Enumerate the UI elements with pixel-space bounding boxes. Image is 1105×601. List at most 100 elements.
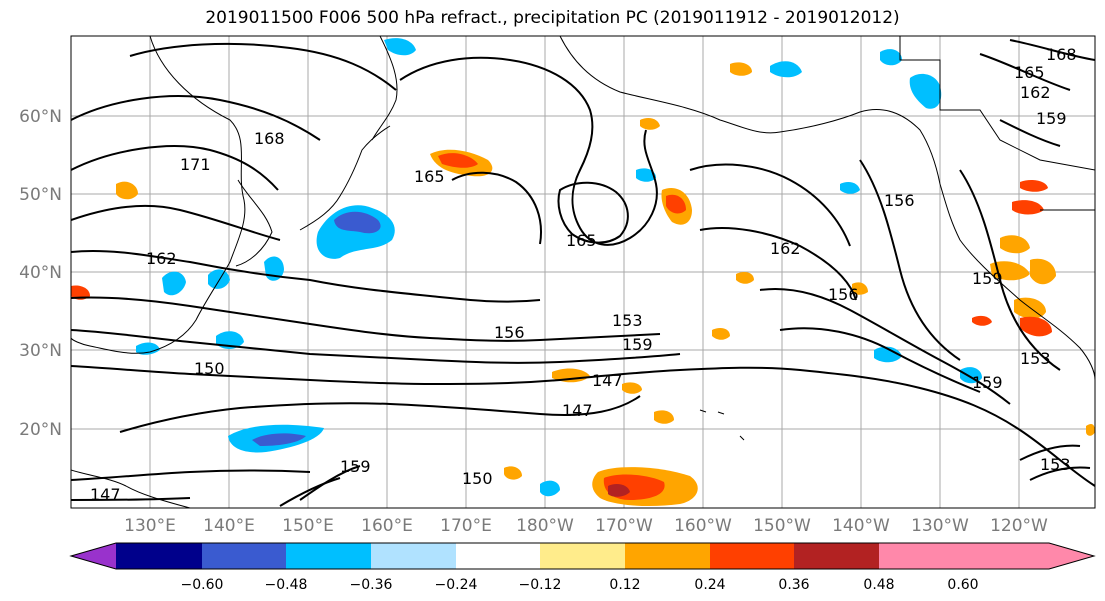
precip-blob [770, 61, 802, 78]
contour-label: 153 [612, 311, 643, 330]
precip-blob [840, 182, 860, 194]
lon-label: 160°W [674, 516, 732, 536]
precip-blob [608, 484, 630, 497]
contour-label: 165 [414, 167, 445, 186]
contour-label: 159 [972, 269, 1003, 288]
colorbar-segment [202, 543, 286, 569]
lat-label: 20°N [19, 420, 62, 440]
colorbar-tick-label: 0.60 [947, 577, 978, 593]
contour-line [71, 329, 681, 364]
precip-blob [252, 433, 306, 446]
precip-blob [736, 272, 754, 284]
lon-label: 180°W [516, 516, 574, 536]
lon-label: 150°W [753, 516, 811, 536]
precip-blob [972, 315, 992, 326]
lon-label: 140°W [832, 516, 890, 536]
contour-line [999, 119, 1061, 147]
contour-label: 171 [180, 155, 211, 174]
lat-label: 40°N [19, 263, 62, 283]
precip-blob [909, 73, 942, 109]
colorbar-segment [710, 543, 794, 569]
contour-label: 165 [566, 231, 597, 250]
contour-line [119, 395, 641, 433]
precip-blob [640, 118, 660, 130]
map-frame [70, 35, 1096, 509]
precip-blob [636, 168, 656, 182]
colorbar-segment [456, 543, 540, 569]
contour-line [759, 288, 1011, 405]
colorbar-segment [879, 543, 963, 569]
contour-line [557, 181, 629, 244]
colorbar-segment [540, 543, 625, 569]
precip-blob [1086, 424, 1095, 436]
contour-label: 159 [340, 457, 371, 476]
precip-blob [622, 382, 642, 394]
lon-label: 120°W [990, 516, 1048, 536]
precip-blob [208, 269, 230, 289]
colorbar-segment [286, 543, 371, 569]
contour-label: 150 [462, 469, 493, 488]
precip-blob [960, 367, 982, 384]
precip-blob [654, 410, 674, 424]
contour-label: 165 [1014, 63, 1045, 82]
precip-blob [990, 261, 1030, 281]
contour-label: 147 [90, 485, 121, 504]
contour-label: 156 [828, 285, 859, 304]
contour-line [279, 477, 341, 507]
lon-label: 170°E [440, 516, 492, 536]
contour-label: 147 [562, 401, 593, 420]
contour-line [689, 163, 851, 247]
contour-line [71, 145, 279, 191]
contour-label: 159 [1036, 109, 1067, 128]
contour-label: 150 [194, 359, 225, 378]
colorbar-segment [625, 543, 710, 569]
lon-label: 130°W [911, 516, 969, 536]
contour-line [71, 249, 541, 303]
lon-label: 130°E [124, 516, 176, 536]
colorbar-segment [116, 543, 202, 569]
colorbar-tick-label: −0.12 [519, 577, 562, 593]
japan-coast [299, 125, 391, 231]
contour-line [71, 365, 1095, 487]
colorbar-tick-label: −0.60 [181, 577, 224, 593]
precip-blob [880, 49, 902, 66]
colorbar-extend-low [71, 543, 116, 569]
alaska-coast [559, 36, 1095, 381]
contour-label: 168 [1046, 45, 1077, 64]
precipitation-fill [71, 38, 1095, 506]
contour-line [859, 159, 961, 361]
precip-blob [666, 194, 686, 214]
contour-label: 159 [972, 373, 1003, 392]
canada-border [899, 36, 1095, 171]
colorbar: −0.60 −0.48 −0.36 −0.24 −0.12 0.12 0.24 … [69, 542, 1096, 593]
kamchatka-coast [371, 36, 398, 141]
contour-line [299, 465, 361, 501]
precip-blob [852, 282, 868, 295]
precip-blob [712, 328, 730, 340]
contour-label: 156 [494, 323, 525, 342]
contour-labels: 171 168 165 165 162 162 156 156 153 159 … [90, 45, 1077, 504]
contour-label: 162 [1020, 83, 1051, 102]
contour-label: 153 [1040, 455, 1071, 474]
colorbar-segment [794, 543, 879, 569]
precip-blob [162, 271, 186, 296]
precip-blob [1012, 200, 1044, 215]
colorbar-tick-label: −0.36 [350, 577, 393, 593]
contour-label: 156 [884, 191, 915, 210]
refractivity-contours [71, 39, 1095, 507]
colorbar-tick-label: 0.36 [778, 577, 809, 593]
contour-label: 162 [770, 239, 801, 258]
precip-blob [1030, 258, 1056, 285]
lat-label: 60°N [19, 107, 62, 127]
contour-label: 153 [1020, 349, 1051, 368]
contour-line [71, 296, 661, 342]
colorbar-tick-label: 0.48 [863, 577, 894, 593]
colorbar-outline [69, 542, 1096, 570]
lat-label: 50°N [19, 185, 62, 205]
contour-line [1019, 444, 1081, 461]
contour-line [71, 95, 321, 141]
hawaii-islands [699, 409, 745, 441]
lat-label: 30°N [19, 341, 62, 361]
colorbar-extend-high [963, 543, 1094, 569]
precip-blob [384, 38, 416, 56]
